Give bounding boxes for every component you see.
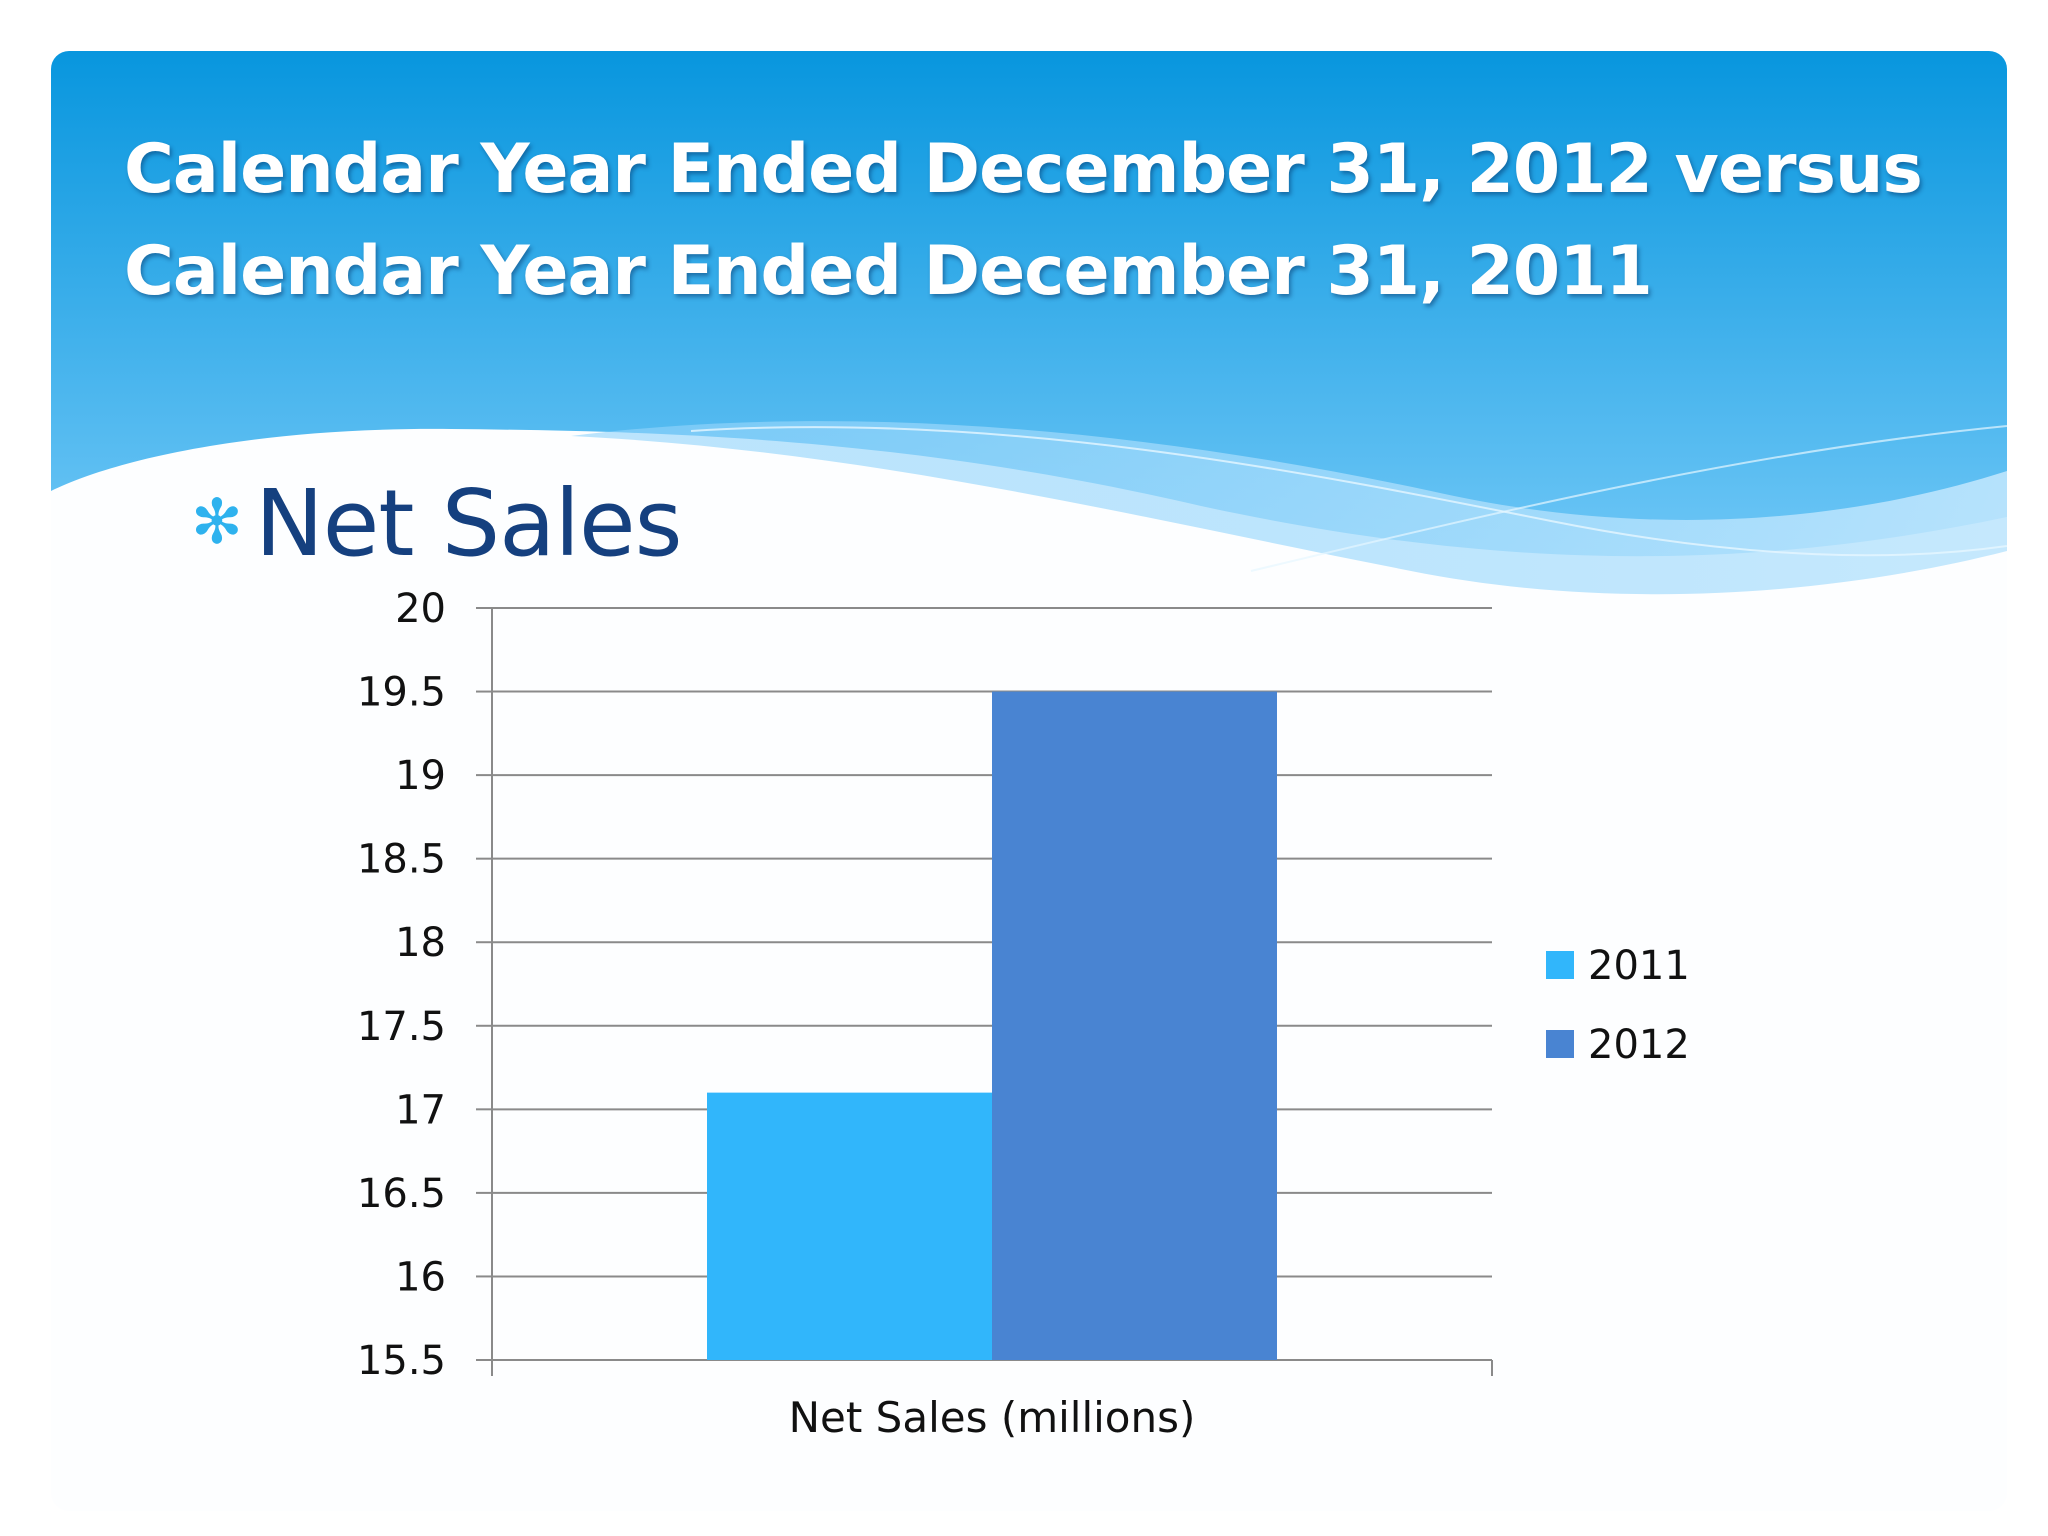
y-tick-label: 17 — [395, 1087, 446, 1133]
bar-2012 — [992, 691, 1277, 1360]
y-tick-label: 16 — [395, 1254, 446, 1300]
slide-title-line-2: Calendar Year Ended December 31, 2011 — [124, 232, 1653, 311]
legend-swatch-2012 — [1546, 1030, 1574, 1058]
asterisk-icon: ✻ — [191, 485, 243, 558]
bullet-text: Net Sales — [254, 470, 683, 577]
header-wave-background — [51, 51, 2007, 595]
slide-title: Calendar Year Ended December 31, 2012 ve… — [124, 119, 1924, 323]
legend-label-2012: 2012 — [1588, 1022, 1690, 1068]
y-tick-label: 20 — [395, 586, 446, 632]
y-tick-label: 18.5 — [357, 837, 446, 883]
header-wave-light — [571, 421, 2007, 595]
x-category-label: Net Sales (millions) — [789, 1393, 1196, 1442]
header-wave-line-1 — [690, 426, 2007, 557]
bars — [707, 691, 1277, 1360]
header-wave-line-2 — [1250, 425, 2007, 572]
legend-label-2011: 2011 — [1588, 943, 1690, 989]
slide: Calendar Year Ended December 31, 2012 ve… — [51, 51, 2007, 1511]
y-tick-label: 16.5 — [357, 1171, 446, 1217]
y-tick-label: 19 — [395, 753, 446, 799]
y-tick-label: 15.5 — [357, 1338, 446, 1384]
y-tick-label: 19.5 — [357, 670, 446, 716]
legend-swatch-2011 — [1546, 951, 1574, 979]
x-tick-labels: Net Sales (millions) — [789, 1393, 1196, 1442]
bullet-point: ✻ Net Sales — [191, 469, 683, 579]
header-band — [51, 51, 2007, 557]
slide-title-line-1: Calendar Year Ended December 31, 2012 ve… — [124, 130, 1923, 209]
y-tick-label: 17.5 — [357, 1004, 446, 1050]
y-tick-labels: 15.5 16 16.5 17 17.5 18 18.5 19 19.5 20 — [357, 586, 446, 1384]
y-tick-label: 18 — [395, 920, 446, 966]
legend: 2011 2012 — [1546, 943, 1690, 1068]
bar-2011 — [707, 1092, 992, 1360]
